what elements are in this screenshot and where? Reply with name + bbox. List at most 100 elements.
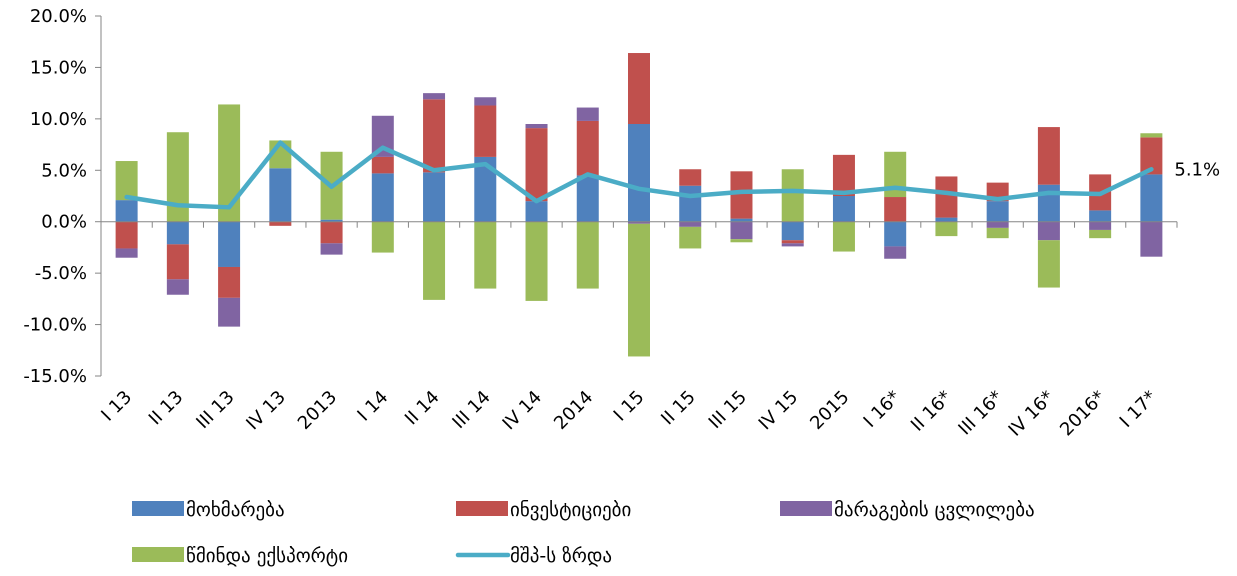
- bar-segment: [781, 243, 804, 247]
- bar-segment: [781, 221, 804, 241]
- x-tick-label: III 14: [448, 387, 494, 433]
- gdp-growth-polyline: [124, 140, 1154, 210]
- bar-segment: [679, 185, 702, 222]
- bar-segment: [730, 171, 753, 219]
- x-tick-label: I 16*: [860, 387, 905, 432]
- legend-label: მარაგების ცვლილება: [834, 499, 1035, 521]
- bar-segment: [730, 221, 753, 240]
- y-axis: -15.0% -10.0% -5.0% 0.0% 5.0% 10.0% 15.0% 20.0%: [23, 6, 102, 387]
- x-tick-label: IV 13: [242, 387, 290, 435]
- x-tick-label: I 17*: [1116, 387, 1161, 432]
- x-tick-label: IV 14: [499, 387, 547, 435]
- bar-segment: [935, 221, 958, 237]
- bar-segment: [884, 221, 907, 247]
- bar-segment: [115, 161, 138, 201]
- legend-swatch: [456, 501, 508, 516]
- bar-segment: [986, 227, 1009, 239]
- bar-segment: [576, 175, 599, 222]
- bar-segment: [115, 221, 138, 249]
- bar-segment: [1140, 133, 1163, 138]
- y-tick-label: 5.0%: [41, 160, 87, 181]
- legend-label: მოხმარება: [186, 499, 285, 521]
- bar-segment: [628, 124, 650, 222]
- x-tick-label: II 16*: [907, 387, 956, 436]
- bar-segment: [320, 219, 343, 222]
- bar-segment: [166, 221, 189, 245]
- bar-segment: [423, 221, 446, 300]
- bar-segment: [832, 221, 855, 252]
- legend-label: მშპ-ს ზრდა: [510, 545, 612, 567]
- bar-segment: [371, 173, 394, 222]
- bar-segment: [269, 221, 292, 226]
- bar-segment: [371, 221, 394, 253]
- bar-segment: [1089, 210, 1112, 222]
- bar-segment: [781, 240, 804, 244]
- bar-segment: [832, 196, 855, 222]
- bar-segment: [884, 197, 907, 222]
- bar-segment: [884, 151, 907, 198]
- bar-segment: [1037, 240, 1060, 288]
- y-tick-label: 15.0%: [30, 57, 87, 78]
- bar-segment: [218, 221, 241, 267]
- y-tick-label: -15.0%: [23, 366, 87, 387]
- bar-segment: [730, 218, 753, 222]
- x-tick-label: II 13: [145, 387, 188, 430]
- bar-segment: [474, 97, 497, 106]
- bar-segment: [576, 120, 599, 176]
- y-tick-label: -10.0%: [23, 315, 87, 336]
- y-tick-label: 10.0%: [30, 109, 87, 130]
- bar-segment: [986, 201, 1009, 222]
- bar-segment: [1140, 137, 1163, 175]
- bar-segment: [1089, 221, 1112, 230]
- x-tick-label: I 14: [353, 387, 392, 426]
- data-label: 5.1%: [1174, 159, 1220, 180]
- bar-segment: [525, 201, 548, 222]
- bar-segment: [679, 221, 702, 227]
- bar-segment: [320, 243, 343, 255]
- y-tick-label: 0.0%: [41, 212, 87, 233]
- bar-segment: [576, 221, 599, 289]
- x-tick-label: IV 16*: [1005, 387, 1059, 441]
- bar-segment: [166, 244, 189, 280]
- x-tick-label: I 13: [97, 387, 136, 426]
- bar-segment: [628, 53, 650, 124]
- bar-segment: [423, 93, 446, 100]
- bar-segment: [884, 246, 907, 259]
- x-tick-label: II 14: [401, 387, 444, 430]
- bar-segment: [423, 172, 446, 222]
- bar-segment: [269, 168, 292, 222]
- x-tick-label: 2015: [806, 387, 853, 434]
- bar-segment: [628, 223, 650, 357]
- bar-segment: [832, 154, 855, 196]
- bar-segment: [423, 99, 446, 173]
- x-tick-label: III 13: [192, 387, 238, 433]
- legend-swatch: [132, 501, 184, 516]
- legend-swatch: [780, 501, 832, 516]
- bar-segment: [525, 128, 548, 202]
- bar-segment: [730, 239, 753, 243]
- bar-segment: [679, 169, 702, 186]
- y-tick-label: -5.0%: [35, 263, 87, 284]
- bar-segment: [218, 266, 241, 298]
- legend: მოხმარება ინვესტიციები მარაგების ცვლილება წ…: [132, 499, 1035, 567]
- bar-segment: [935, 176, 958, 218]
- x-tick-label: III 15: [705, 387, 751, 433]
- bar-segment: [371, 115, 394, 157]
- legend-label: ინვესტიციები: [510, 499, 631, 521]
- bar-segment: [1089, 229, 1112, 239]
- bar-segment: [1037, 127, 1060, 185]
- bar-segment: [525, 124, 548, 129]
- bar-segment: [525, 221, 548, 301]
- bar-segment: [628, 221, 650, 224]
- bar-segment: [986, 221, 1009, 228]
- bar-segment: [679, 226, 702, 249]
- bar-segment: [474, 221, 497, 289]
- bar-segment: [474, 105, 497, 157]
- bars: [115, 53, 1163, 357]
- bar-segment: [115, 248, 138, 258]
- gdp-growth-line: 5.1%: [124, 140, 1220, 210]
- x-tick-label: 2013: [294, 387, 341, 434]
- bar-segment: [166, 132, 189, 222]
- bar-segment: [474, 156, 497, 222]
